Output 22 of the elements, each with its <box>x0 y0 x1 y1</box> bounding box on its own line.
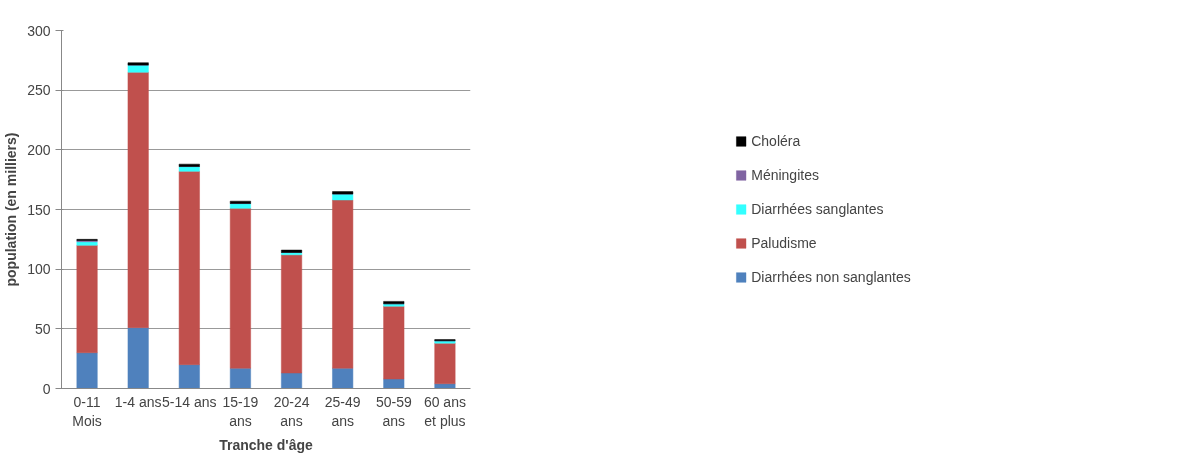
y-tick-label: 0 <box>42 380 51 397</box>
y-axis-title: population (en milliers) <box>3 132 20 287</box>
x-tick-label: 20-24 ans <box>273 393 310 429</box>
x-axis-title: Tranche d'âge <box>219 436 314 453</box>
x-tick-label: 60 ans et plus <box>423 393 466 429</box>
y-tick-label: 150 <box>27 201 51 218</box>
x-tick-label: 1-4 ans <box>114 393 162 410</box>
legend-label: Diarrhées non sanglantes <box>751 269 911 285</box>
legend-label: Choléra <box>751 133 801 149</box>
y-tick-label: 100 <box>27 261 51 278</box>
y-tick-label: 250 <box>27 82 51 99</box>
y-tick-label: 300 <box>27 22 51 39</box>
legend-label: Paludisme <box>751 235 817 251</box>
legend-label: Diarrhées sanglantes <box>751 201 884 217</box>
y-tick-label: 50 <box>34 320 51 337</box>
x-tick-label: 0-11 Mois <box>72 393 102 429</box>
y-tick-label: 200 <box>27 141 51 158</box>
x-tick-label: 15-19 ans <box>222 393 259 429</box>
x-tick-label: 5-14 ans <box>162 393 217 410</box>
x-tick-label: 50-59 ans <box>375 393 412 429</box>
x-tick-label: 25-49 ans <box>324 393 361 429</box>
legend-label: Méningites <box>751 167 819 183</box>
